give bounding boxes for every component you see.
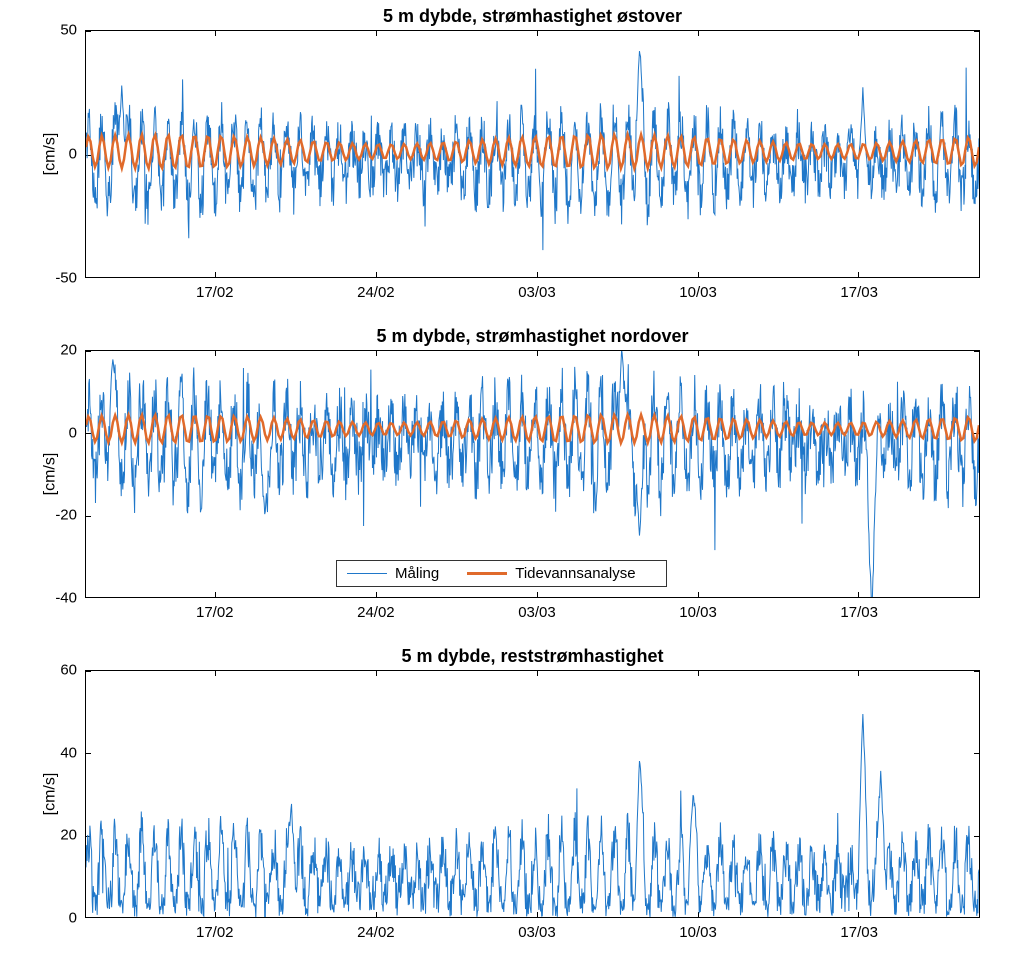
chart-title: 5 m dybde, strømhastighet østover <box>85 6 980 27</box>
y-tick-label: 20 <box>60 342 77 359</box>
x-tick-label: 03/03 <box>518 604 556 621</box>
y-axis-label: [cm/s] <box>41 773 59 816</box>
plot-area: Måling Tidevannsanalyse <box>85 350 980 598</box>
series-svg <box>86 671 979 917</box>
chart-title: 5 m dybde, strømhastighet nordover <box>85 326 980 347</box>
chart-panel-east: 5 m dybde, strømhastighet østover[cm/s]-… <box>85 30 980 278</box>
y-tick-label: 0 <box>69 910 77 927</box>
x-tick-label: 24/02 <box>357 604 395 621</box>
x-tick-label: 03/03 <box>518 284 556 301</box>
x-tick-label: 24/02 <box>357 284 395 301</box>
x-tick-label: 10/03 <box>679 924 717 941</box>
x-tick-label: 10/03 <box>679 604 717 621</box>
plot-area <box>85 30 980 278</box>
legend-line-icon <box>467 572 507 575</box>
x-tick-label: 10/03 <box>679 284 717 301</box>
legend-line-icon <box>347 573 387 574</box>
y-axis-label: [cm/s] <box>41 453 59 496</box>
x-tick-label: 17/03 <box>840 284 878 301</box>
chart-panel-north: 5 m dybde, strømhastighet nordoverMåling… <box>85 350 980 598</box>
legend: Måling Tidevannsanalyse <box>336 560 667 587</box>
y-tick-label: -50 <box>55 270 77 287</box>
legend-label: Måling <box>395 565 439 582</box>
y-tick-label: 20 <box>60 827 77 844</box>
y-tick-label: -20 <box>55 507 77 524</box>
plot-area <box>85 670 980 918</box>
y-tick-label: 50 <box>60 22 77 39</box>
chart-title: 5 m dybde, reststrømhastighet <box>85 646 980 667</box>
x-tick-label: 03/03 <box>518 924 556 941</box>
y-tick-label: -40 <box>55 590 77 607</box>
series-measurement <box>86 714 979 917</box>
series-svg <box>86 31 979 277</box>
x-tick-label: 24/02 <box>357 924 395 941</box>
x-tick-label: 17/02 <box>196 284 234 301</box>
y-tick-label: 60 <box>60 662 77 679</box>
x-tick-label: 17/03 <box>840 924 878 941</box>
x-tick-label: 17/02 <box>196 604 234 621</box>
y-tick-label: 0 <box>69 424 77 441</box>
x-tick-label: 17/02 <box>196 924 234 941</box>
x-tick-label: 17/03 <box>840 604 878 621</box>
legend-label: Tidevannsanalyse <box>515 565 635 582</box>
chart-panel-residual: 5 m dybde, reststrømhastighet[cm/s]02040… <box>85 670 980 918</box>
y-tick-label: 0 <box>69 146 77 163</box>
y-tick-label: 40 <box>60 744 77 761</box>
y-axis-label: [cm/s] <box>41 133 59 176</box>
